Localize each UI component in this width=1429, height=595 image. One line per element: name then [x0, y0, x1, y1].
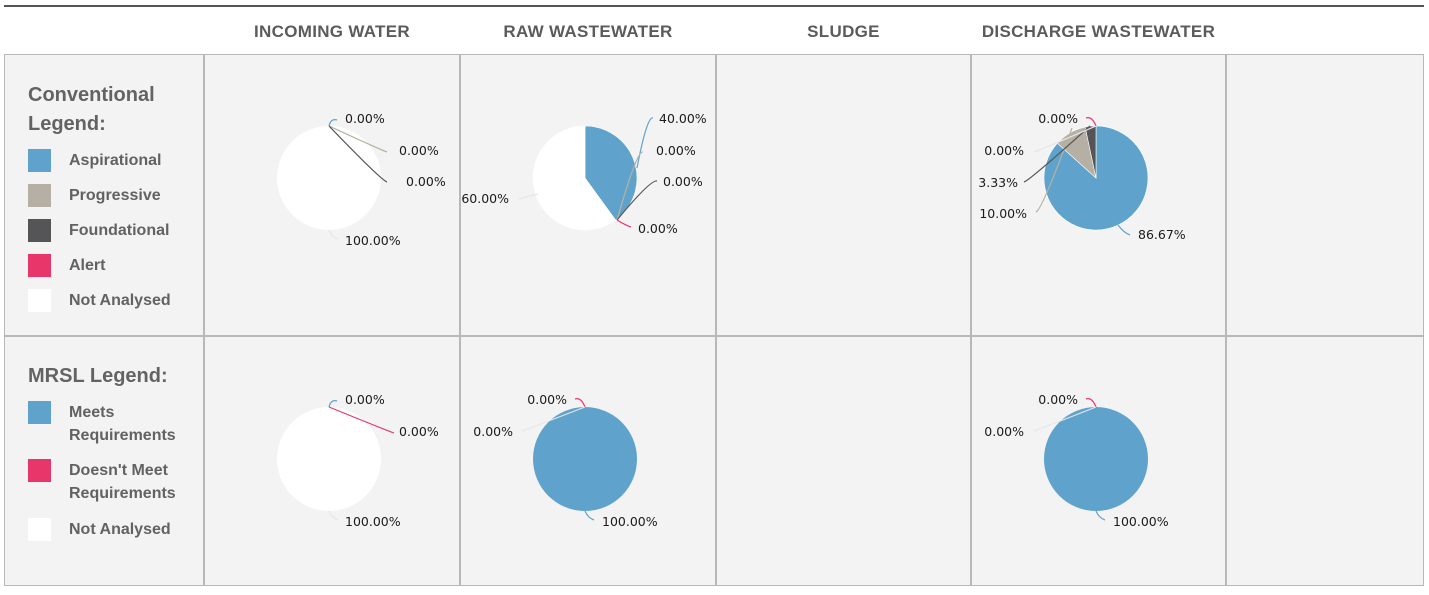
mrsl-raw-wastewater-data-label: 0.00% — [527, 392, 567, 407]
column-header-raw-wastewater: RAW WASTEWATER — [503, 22, 673, 41]
conventional-incoming-water-leader-line — [328, 119, 338, 127]
mrsl-incoming-water-leader-line — [328, 400, 338, 408]
conventional-raw-wastewater-data-label: 0.00% — [663, 174, 703, 189]
conventional-discharge-wastewater-data-label: 0.00% — [984, 143, 1024, 158]
not-analysed-swatch — [28, 289, 51, 312]
conventional-discharge-wastewater-leader-line — [1085, 117, 1097, 127]
mrsl-discharge-wastewater-data-label: 0.00% — [1038, 392, 1078, 407]
column-header-incoming-water: INCOMING WATER — [254, 22, 410, 41]
conventional-discharge-wastewater-data-label: 86.67% — [1138, 227, 1186, 242]
mrsl-incoming-water-leader-line — [328, 510, 339, 521]
legend-item-foundational: Foundational — [28, 219, 169, 242]
legend-item-mrsl-not-analysed: Not Analysed — [28, 518, 171, 541]
mrsl-incoming-water-leader-line — [328, 406, 395, 434]
mrsl-discharge-wastewater-data-label: 0.00% — [984, 424, 1024, 439]
mrsl-raw-wastewater-leader-line — [584, 510, 595, 521]
top-rule — [4, 5, 1424, 7]
legend-item-doesnt-meet-requirements: Doesn't Meet Requirements — [28, 459, 176, 505]
grid-row-divider — [4, 335, 1424, 337]
conventional-discharge-wastewater-data-label: 3.33% — [978, 175, 1018, 190]
grid-divider — [203, 54, 205, 586]
mrsl-raw-wastewater-slice-meets-requirements — [533, 407, 637, 511]
conventional-raw-wastewater-data-label: 0.00% — [638, 221, 678, 236]
mrsl-raw-wastewater-data-label: 100.00% — [602, 514, 658, 529]
mrsl-not-analysed-swatch — [28, 518, 51, 541]
meets-requirements-swatch — [28, 401, 51, 424]
conventional-incoming-water-data-label: 0.00% — [406, 174, 446, 189]
mrsl-discharge-wastewater-slice-meets-requirements — [1044, 407, 1148, 511]
conventional-discharge-wastewater-leader-line — [1033, 125, 1097, 153]
conventional-raw-wastewater-leader-line — [616, 151, 644, 221]
legend-item-aspirational: Aspirational — [28, 149, 161, 172]
mrsl-incoming-water-data-label: 0.00% — [345, 392, 385, 407]
conventional-incoming-water-data-label: 0.00% — [399, 143, 439, 158]
mrsl-raw-wastewater-leader-line — [574, 398, 586, 408]
conventional-raw-wastewater-leader-line — [518, 193, 539, 200]
conventional-raw-wastewater-leader-line — [636, 117, 654, 169]
mrsl-incoming-water-data-label: 0.00% — [399, 424, 439, 439]
doesnt-meet-requirements-swatch — [28, 459, 51, 482]
conventional-raw-wastewater-data-label: 60.00% — [461, 191, 509, 206]
grid-divider — [970, 54, 972, 586]
conventional-incoming-water-data-label: 0.00% — [345, 111, 385, 126]
grid-divider — [715, 54, 717, 586]
conventional-discharge-wastewater-leader-line — [1035, 127, 1073, 213]
legend-item-meets-requirements: Meets Requirements — [28, 401, 176, 447]
conventional-legend-title: Conventional Legend: — [28, 84, 155, 135]
mrsl-discharge-wastewater-leader-line — [1033, 406, 1097, 432]
grid-divider — [1225, 54, 1227, 586]
conventional-discharge-wastewater-data-label: 0.00% — [1038, 111, 1078, 126]
legend-item-alert: Alert — [28, 254, 105, 277]
conventional-incoming-water-slice-not-analysed — [277, 126, 381, 230]
alert-swatch — [28, 254, 51, 277]
conventional-raw-wastewater-data-label: 40.00% — [659, 111, 707, 126]
legend-item-progressive: Progressive — [28, 184, 161, 207]
progressive-swatch — [28, 184, 51, 207]
foundational-swatch — [28, 219, 51, 242]
mrsl-incoming-water-data-label: 100.00% — [345, 514, 401, 529]
results-grid — [4, 54, 1424, 586]
conventional-discharge-wastewater-data-label: 10.00% — [979, 206, 1027, 221]
conventional-incoming-water-leader-line — [328, 125, 388, 183]
mrsl-raw-wastewater-data-label: 0.00% — [473, 424, 513, 439]
conventional-discharge-wastewater-leader-line — [1023, 125, 1091, 183]
legend-item-not-analysed: Not Analysed — [28, 289, 171, 312]
conventional-discharge-wastewater-leader-line — [1117, 224, 1131, 236]
column-header-sludge: SLUDGE — [807, 22, 880, 41]
mrsl-discharge-wastewater-leader-line — [1085, 398, 1097, 408]
aspirational-swatch — [28, 149, 51, 172]
conventional-raw-wastewater-leader-line — [616, 180, 658, 221]
column-header-discharge-wastewater: DISCHARGE WASTEWATER — [981, 22, 1216, 41]
mrsl-raw-wastewater-leader-line — [521, 406, 586, 432]
conventional-incoming-water-data-label: 100.00% — [345, 233, 401, 248]
conventional-incoming-water-leader-line — [328, 125, 388, 153]
grid-divider — [459, 54, 461, 586]
conventional-incoming-water-leader-line — [328, 229, 339, 240]
mrsl-incoming-water-slice-not-analysed — [277, 407, 381, 511]
mrsl-discharge-wastewater-data-label: 100.00% — [1113, 514, 1169, 529]
mrsl-discharge-wastewater-leader-line — [1095, 510, 1106, 521]
mrsl-legend-title: MRSL Legend: — [28, 365, 168, 387]
conventional-raw-wastewater-leader-line — [616, 219, 632, 228]
conventional-raw-wastewater-data-label: 0.00% — [656, 143, 696, 158]
